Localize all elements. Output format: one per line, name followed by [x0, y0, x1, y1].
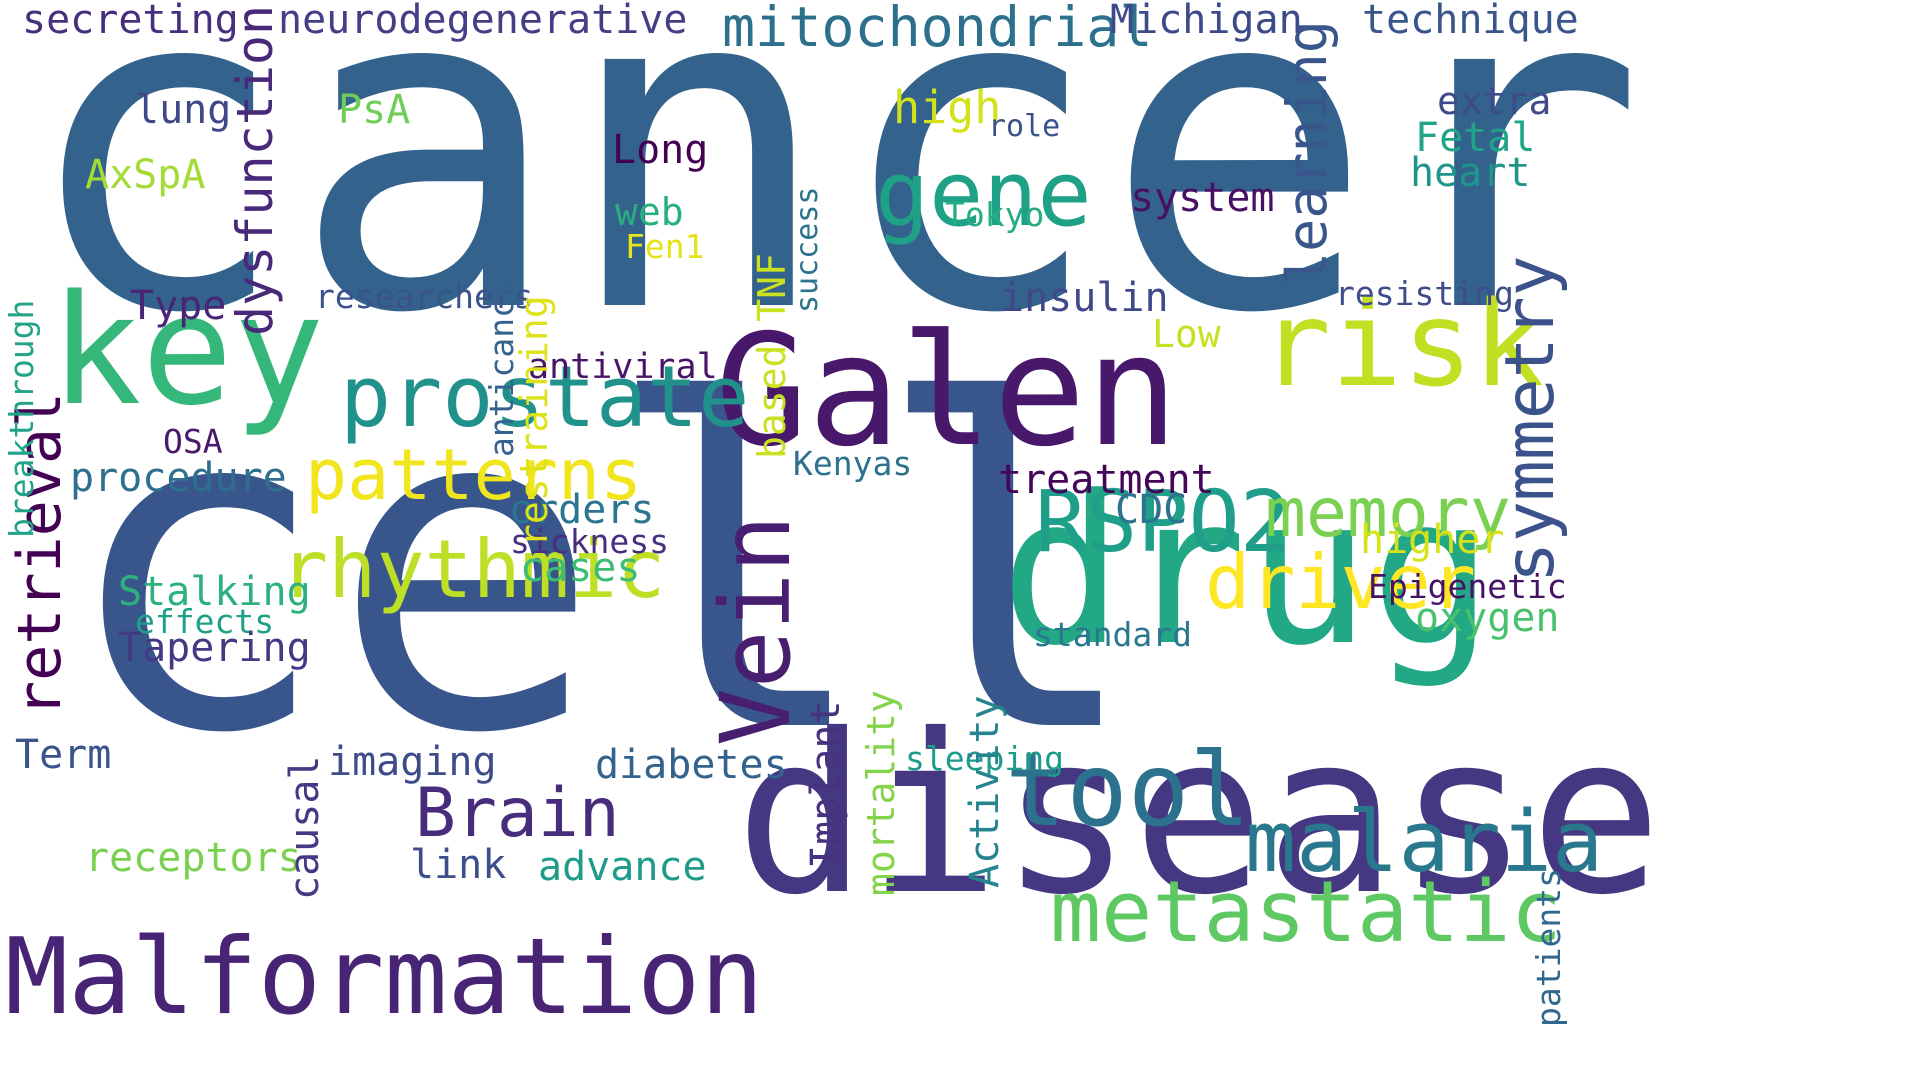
word-tapering: Tapering: [118, 625, 311, 671]
word-rhythmic: rhythmic: [280, 523, 666, 616]
word-imaging: imaging: [328, 739, 497, 785]
word-memory: memory: [1265, 474, 1511, 553]
word-higher: higher: [1360, 517, 1505, 563]
word-based-tnf: based TNF: [750, 253, 794, 459]
word-secreting: secreting: [22, 0, 239, 43]
word-mortality: mortality: [859, 690, 903, 896]
word-anticancer: anticancer: [482, 258, 521, 457]
word-link: link: [410, 842, 507, 888]
word-treatment: treatment: [998, 457, 1215, 503]
word-disease: disease: [735, 687, 1663, 943]
word-prostate: prostate: [340, 348, 750, 447]
word-success: success: [790, 186, 825, 313]
word-technique: technique: [1362, 0, 1579, 43]
word-epigenetic: Epigenetic: [1368, 567, 1567, 606]
word-advance: advance: [538, 844, 707, 890]
word-lung: lung: [135, 87, 232, 133]
word-stalking: Stalking: [118, 569, 311, 615]
word-risk: risk: [1260, 275, 1545, 413]
word-extra: extra: [1437, 79, 1552, 123]
word-kenyas: Kenyas: [793, 444, 913, 483]
word-term: Term: [15, 732, 112, 778]
word-effects: effects: [135, 602, 275, 641]
word-researchers: researchers: [315, 277, 534, 316]
word-sickness: sickness: [510, 522, 669, 561]
word-dysfunction: dysfunction: [226, 4, 284, 336]
word-patterns: patterns: [305, 434, 643, 516]
word-system: system: [1130, 175, 1275, 221]
word-long: Long: [612, 127, 709, 173]
word-diabetes: diabetes: [595, 742, 788, 788]
word-causal: causal: [282, 755, 328, 901]
word-antiviral: antiviral: [528, 347, 718, 387]
word-activity: Activity: [962, 695, 1008, 888]
word-fetal: Fetal: [1415, 115, 1536, 161]
word-driver: driver: [1205, 538, 1476, 626]
word-metastatic: metastatic: [1050, 863, 1562, 962]
word-resisting: resisting: [1335, 274, 1514, 313]
word-gene: gene: [875, 142, 1092, 247]
word-tool: tool: [1005, 731, 1251, 850]
word-tokyo: Tokyo: [945, 195, 1045, 234]
word-orders: orders: [510, 487, 655, 533]
word-procedure: procedure: [70, 455, 287, 501]
word-galen: Galen: [715, 302, 1179, 481]
word-vein: Vein: [700, 514, 812, 746]
word-role: role: [988, 109, 1061, 144]
word-cancer: cancer: [20, 0, 1646, 412]
word-cell: cell: [60, 308, 1144, 832]
word-brain: Brain: [415, 774, 620, 853]
word-heart: heart: [1410, 150, 1531, 196]
word-malformation: Malformation: [5, 916, 764, 1038]
word-standard: standard: [1033, 615, 1192, 654]
word-mitochondrial: mitochondrial: [722, 0, 1153, 59]
word-receptors: receptors: [85, 835, 302, 881]
word-patients: patients: [1529, 868, 1568, 1027]
word-cases: cases: [520, 545, 641, 591]
word-insulin: insulin: [1000, 275, 1169, 321]
word-implant: Implant: [803, 700, 849, 869]
word-axspa: AxSpA: [85, 152, 206, 198]
word-sleeping: sleeping: [905, 739, 1064, 778]
word-high: high: [893, 81, 1002, 134]
word-learning: learning: [1275, 20, 1339, 285]
word-breakthrough: breakthrough: [2, 299, 41, 538]
word-oxygen: oxygen: [1415, 595, 1560, 641]
word-rspo2: RSPO2: [1035, 473, 1291, 572]
word-michigan: Michigan: [1110, 0, 1303, 43]
word-web: web: [615, 190, 684, 234]
word-fen1: Fen1: [625, 227, 705, 266]
word-cdc: CDC: [1115, 487, 1188, 533]
word-type: Type: [130, 283, 227, 329]
word-psa: PsA: [338, 87, 411, 133]
word-low: Low: [1152, 312, 1221, 356]
word-neurodegenerative: neurodegenerative: [278, 0, 688, 43]
word-drug: drug: [1000, 453, 1494, 691]
word-osa: OSA: [163, 422, 223, 461]
word-malaria: malaria: [1245, 793, 1604, 892]
word-key: key: [50, 262, 325, 439]
